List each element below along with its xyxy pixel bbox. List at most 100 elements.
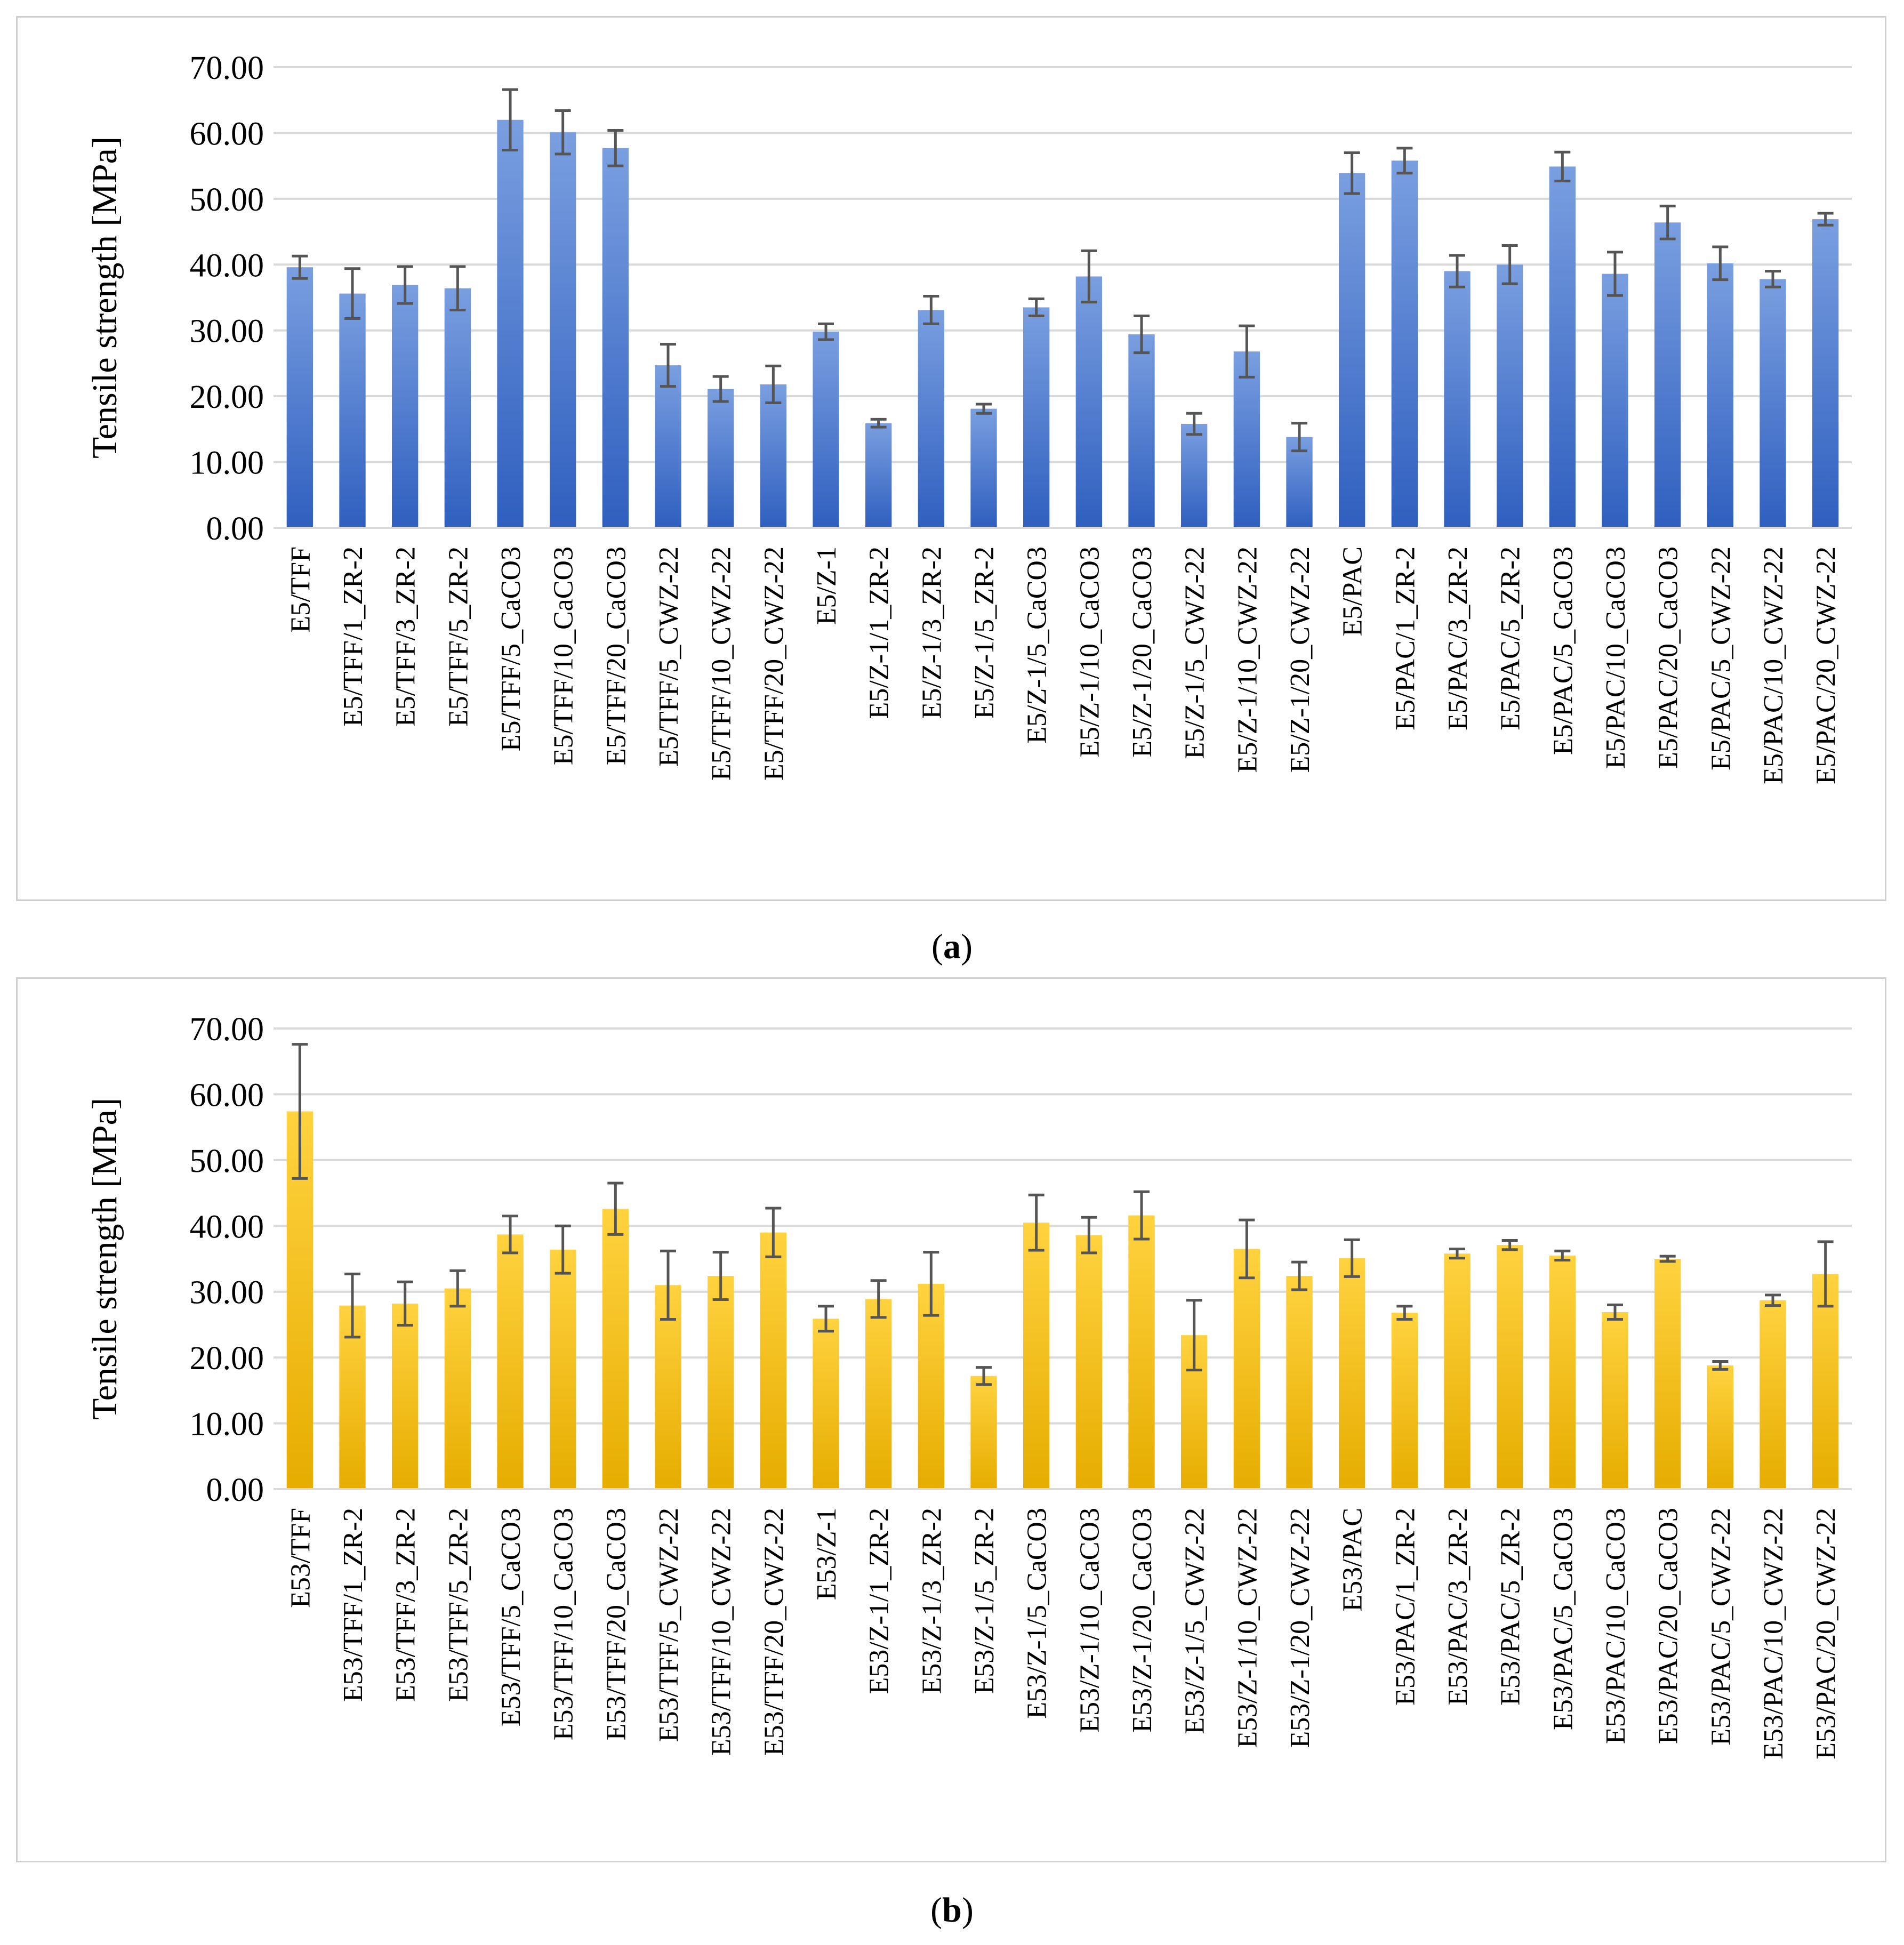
bar <box>1760 279 1786 528</box>
y-tick-label: 10.00 <box>190 1406 264 1443</box>
bar <box>286 267 313 528</box>
bar <box>1444 271 1471 528</box>
bar <box>602 1209 629 1489</box>
bar <box>339 293 366 528</box>
bar <box>1075 1235 1102 1489</box>
x-tick-label: E5/PAC/20_CWZ-22 <box>1811 546 1842 784</box>
bar <box>1391 1313 1418 1489</box>
bar <box>708 389 734 528</box>
bar <box>497 1234 524 1489</box>
x-tick-label: E5/PAC/20_CaCO3 <box>1653 546 1684 769</box>
x-tick-label: E5/TFF/20_CWZ-22 <box>759 546 789 781</box>
x-tick-label: E53/Z-1/5_ZR-2 <box>969 1508 1000 1694</box>
x-tick-label: E53/Z-1/5_CWZ-22 <box>1180 1508 1210 1734</box>
bar <box>1128 334 1155 528</box>
x-tick-label: E53/Z-1/10_CWZ-22 <box>1232 1508 1263 1748</box>
x-tick-label: E5/TFF/20_CaCO3 <box>601 546 631 765</box>
bar <box>760 1232 786 1489</box>
x-tick-label: E53/PAC/5_CWZ-22 <box>1706 1508 1736 1746</box>
x-tick-label: E5/PAC/1_ZR-2 <box>1390 546 1420 730</box>
y-axis-title: Tensile strength [MPa] <box>85 136 124 459</box>
x-tick-label: E53/Z-1/5_CaCO3 <box>1022 1508 1053 1719</box>
x-tick-label: E5/TFF/10_CWZ-22 <box>706 546 737 781</box>
bar <box>1549 1255 1576 1489</box>
x-tick-label: E5/PAC/5_CaCO3 <box>1548 546 1578 755</box>
bar <box>865 423 892 528</box>
x-tick-label: E5/PAC/3_ZR-2 <box>1443 546 1473 730</box>
bar <box>1602 274 1628 528</box>
x-tick-label: E53/TFF/10_CWZ-22 <box>706 1508 737 1756</box>
bar <box>1339 173 1365 528</box>
x-tick-label: E5/PAC <box>1338 546 1368 637</box>
x-tick-label: E5/Z-1/20_CaCO3 <box>1127 546 1158 758</box>
bar <box>813 332 839 528</box>
x-tick-label: E5/Z-1 <box>812 546 842 625</box>
x-tick-label: E5/Z-1/5_CaCO3 <box>1022 546 1053 744</box>
bar <box>550 132 576 528</box>
bar <box>1760 1300 1786 1489</box>
bar <box>708 1276 734 1489</box>
bar <box>392 285 419 528</box>
bar <box>918 1283 944 1489</box>
x-tick-label: E53/Z-1/10_CaCO3 <box>1074 1508 1105 1733</box>
x-tick-label: E53/PAC/20_CaCO3 <box>1653 1508 1684 1744</box>
bar <box>392 1303 419 1489</box>
bar <box>497 119 524 528</box>
x-tick-label: E53/PAC <box>1338 1508 1368 1612</box>
y-tick-label: 60.00 <box>190 1077 264 1113</box>
x-tick-label: E53/Z-1/3_ZR-2 <box>917 1508 947 1694</box>
bar <box>1602 1312 1628 1489</box>
bar <box>1128 1215 1155 1489</box>
bar <box>602 148 629 528</box>
y-tick-label: 70.00 <box>190 1011 264 1048</box>
bar <box>865 1299 892 1489</box>
bar <box>1339 1258 1365 1489</box>
bar <box>970 408 997 528</box>
tensile-strength-chart-a: 0.00 10.00 20.00 30.00 40.00 50.00 60.00 70.00 T… <box>85 50 1852 784</box>
x-tick-label: E5/Z-1/10_CWZ-22 <box>1232 546 1263 773</box>
bar <box>1391 160 1418 528</box>
y-tick-label: 20.00 <box>190 1340 264 1377</box>
bar <box>1654 1259 1681 1489</box>
bar <box>970 1376 997 1489</box>
x-tick-label: E5/TFF/10_CaCO3 <box>549 546 579 765</box>
x-tick-label: E53/PAC/5_CaCO3 <box>1548 1508 1578 1730</box>
x-tick-label: E53/TFF/5_CaCO3 <box>496 1508 526 1726</box>
x-tick-label: E5/PAC/5_CWZ-22 <box>1706 546 1736 770</box>
x-tick-label: E5/Z-1/20_CWZ-22 <box>1285 546 1315 773</box>
x-tick-label: E53/PAC/1_ZR-2 <box>1390 1508 1420 1706</box>
bar <box>1444 1253 1471 1489</box>
x-tick-label: E5/TFF/1_ZR-2 <box>338 546 368 727</box>
x-tick-label: E53/TFF/5_CWZ-22 <box>654 1508 684 1742</box>
y-axis-title: Tensile strength [MPa] <box>85 1098 124 1420</box>
bar <box>1233 351 1260 528</box>
x-tick-label: E5/Z-1/5_ZR-2 <box>969 546 1000 719</box>
bar <box>550 1249 576 1489</box>
x-tick-label: E53/TFF/20_CaCO3 <box>601 1508 631 1740</box>
y-tick-label: 0.00 <box>206 511 264 547</box>
x-tick-label: E53/TFF <box>285 1508 316 1608</box>
chart-panel-a: 0.00 10.00 20.00 30.00 40.00 50.00 60.00 70.00 T… <box>16 16 1886 901</box>
x-tick-label: E5/Z-1/1_ZR-2 <box>864 546 895 719</box>
bar <box>1549 166 1576 528</box>
x-tick-label: E53/Z-1/1_ZR-2 <box>864 1508 895 1694</box>
bar <box>444 288 471 528</box>
bar <box>1812 219 1839 528</box>
y-tick-label: 0.00 <box>206 1472 264 1508</box>
bar <box>1075 276 1102 528</box>
x-tick-label: E53/PAC/10_CWZ-22 <box>1758 1508 1789 1759</box>
bar <box>1286 1276 1313 1489</box>
y-tick-label: 60.00 <box>190 116 264 152</box>
bar <box>1497 264 1523 528</box>
y-tick-label: 10.00 <box>190 445 264 481</box>
x-tick-label: E5/TFF/3_ZR-2 <box>391 546 421 727</box>
bar <box>1654 222 1681 528</box>
y-tick-label: 70.00 <box>190 50 264 86</box>
y-tick-label: 30.00 <box>190 314 264 350</box>
caption-b: (b) <box>930 1891 974 1930</box>
bar <box>444 1288 471 1489</box>
bar <box>1707 1365 1733 1489</box>
x-tick-label: E53/PAC/20_CWZ-22 <box>1811 1508 1842 1759</box>
x-tick-label: E5/TFF <box>285 546 316 633</box>
x-tick-label: E5/TFF/5_ZR-2 <box>443 546 473 727</box>
